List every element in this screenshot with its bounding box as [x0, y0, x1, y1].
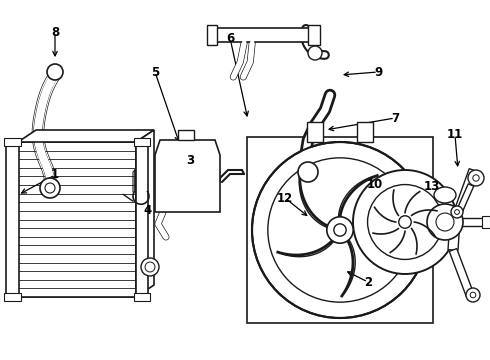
Bar: [136, 142, 148, 297]
Bar: [215, 28, 310, 42]
Bar: [6, 142, 19, 297]
Text: 9: 9: [374, 66, 382, 78]
Circle shape: [466, 288, 480, 302]
Bar: [207, 25, 217, 45]
Circle shape: [308, 46, 322, 60]
Text: 7: 7: [391, 112, 399, 125]
Bar: [247, 137, 433, 323]
Text: 6: 6: [226, 31, 234, 45]
Circle shape: [145, 262, 155, 272]
Text: 12: 12: [277, 192, 293, 204]
Circle shape: [353, 170, 457, 274]
Circle shape: [327, 217, 353, 243]
Circle shape: [368, 185, 442, 260]
Polygon shape: [451, 168, 477, 221]
Polygon shape: [18, 130, 154, 142]
Bar: [134, 293, 150, 301]
Text: 2: 2: [364, 275, 372, 288]
Circle shape: [455, 210, 460, 215]
Bar: [4, 138, 21, 146]
Circle shape: [468, 170, 484, 186]
Text: 10: 10: [367, 179, 383, 192]
Text: 4: 4: [144, 203, 152, 216]
Circle shape: [141, 258, 159, 276]
Polygon shape: [448, 220, 460, 250]
Text: 3: 3: [186, 153, 194, 166]
Polygon shape: [136, 130, 154, 297]
Polygon shape: [155, 140, 220, 212]
Polygon shape: [449, 184, 474, 229]
Bar: [308, 25, 320, 45]
Bar: [307, 122, 323, 142]
Text: 1: 1: [51, 168, 59, 181]
Circle shape: [399, 216, 411, 228]
Bar: [178, 130, 194, 140]
Text: 5: 5: [151, 66, 159, 78]
Circle shape: [334, 224, 346, 236]
Circle shape: [470, 292, 476, 298]
Text: 8: 8: [51, 26, 59, 39]
Text: 13: 13: [424, 180, 440, 193]
Circle shape: [47, 64, 63, 80]
Circle shape: [451, 206, 463, 218]
Bar: [134, 138, 150, 146]
Circle shape: [427, 204, 463, 240]
Text: 11: 11: [447, 129, 463, 141]
Circle shape: [473, 175, 479, 181]
Ellipse shape: [434, 187, 456, 203]
Circle shape: [45, 183, 55, 193]
Circle shape: [298, 162, 318, 182]
Polygon shape: [449, 249, 474, 296]
Circle shape: [436, 213, 454, 231]
Bar: [357, 122, 373, 142]
Circle shape: [40, 178, 60, 198]
Bar: [482, 216, 490, 228]
Circle shape: [252, 142, 428, 318]
Bar: [4, 293, 21, 301]
